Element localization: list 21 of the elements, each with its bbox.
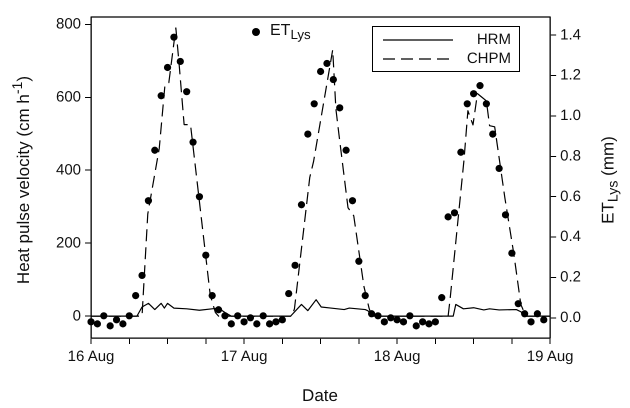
y2-tick-label: 0.4 [560, 228, 582, 246]
y-tick-label: 0 [72, 307, 82, 324]
y2-tick-label: 1.0 [560, 107, 582, 124]
x-tick-label: 18 Aug [374, 348, 420, 366]
y-tick-label: 400 [56, 161, 82, 178]
legend-label: HRM [476, 31, 511, 48]
legend-label: CHPM [466, 50, 511, 67]
y2-tick-label: 0.2 [560, 268, 582, 286]
y2-tick-label: 0.0 [560, 308, 582, 326]
y2-tick-label: 0.8 [560, 147, 582, 164]
x-tick-label: 16 Aug [68, 348, 114, 366]
y2-tick-label: 0.6 [560, 188, 582, 205]
x-tick-label: 17 Aug [220, 348, 268, 366]
x-tick-label: 19 Aug [526, 348, 574, 366]
y-tick-label: 600 [56, 88, 82, 106]
y-tick-label: 800 [56, 15, 82, 32]
y-tick-label: 200 [56, 234, 82, 252]
y2-tick-label: 1.4 [560, 26, 582, 44]
x-axis-title: Date [302, 386, 338, 406]
y2-tick-label: 1.2 [560, 66, 582, 84]
legend-label: ET$_{Lys}$ [270, 22, 311, 42]
